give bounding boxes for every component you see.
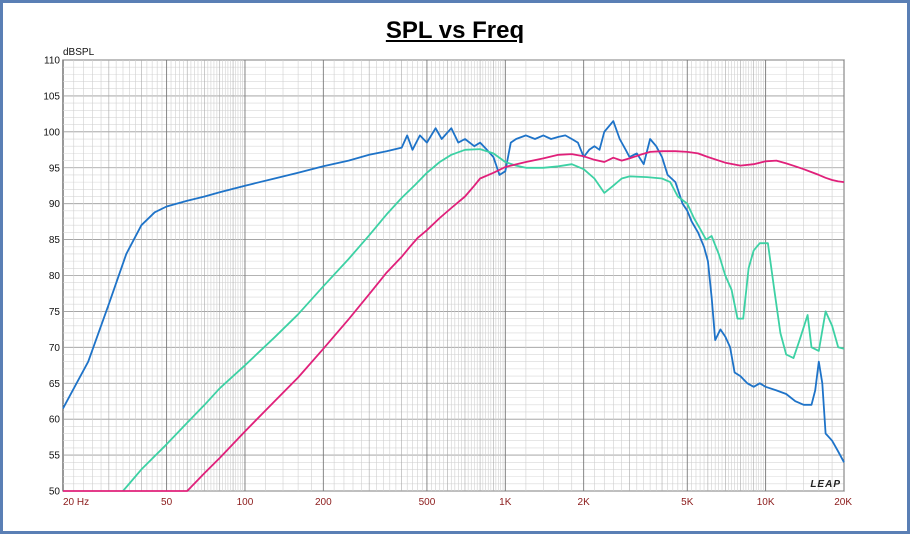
grid	[63, 59, 845, 492]
x-tick-label: 20 Hz	[63, 497, 89, 508]
leap-logo: LEAP	[810, 479, 841, 490]
y-tick-label: 100	[43, 127, 60, 138]
y-tick-label: 95	[49, 163, 61, 174]
x-tick-label: 1K	[499, 497, 512, 508]
x-tick-label: 500	[419, 497, 436, 508]
x-tick-label: 100	[237, 497, 254, 508]
x-tick-label: 50	[161, 497, 173, 508]
y-tick-label: 50	[49, 487, 61, 498]
series-line-1	[62, 120, 845, 463]
y-tick-label: 70	[49, 343, 61, 354]
y-tick-label: 80	[49, 271, 61, 282]
y-axis-label: dBSPL	[63, 47, 95, 58]
chart-title: SPL vs Freq	[385, 17, 525, 44]
y-tick-label: 110	[44, 56, 60, 67]
series-line-2	[122, 148, 845, 492]
y-axis-ticks: 50 55 60 65 70 75 80 85 90 95 100 105 110	[43, 56, 60, 498]
x-tick-label: 5K	[681, 497, 694, 508]
series-group	[62, 120, 845, 492]
y-tick-label: 55	[49, 451, 61, 462]
x-axis-ticks: 20 Hz 50 100 200 500 1K 2K 5K 10K 20K	[63, 497, 852, 508]
x-tick-label: 2K	[578, 497, 591, 508]
x-tick-label: 10K	[757, 497, 775, 508]
y-tick-label: 105	[43, 91, 60, 102]
y-tick-label: 65	[49, 379, 61, 390]
y-tick-label: 85	[49, 235, 61, 246]
x-tick-label: 200	[315, 497, 332, 508]
y-tick-label: 60	[49, 415, 61, 426]
x-tick-label: 20K	[834, 497, 852, 508]
y-tick-label: 90	[49, 199, 61, 210]
series-line-3	[63, 150, 845, 492]
y-tick-label: 75	[49, 307, 61, 318]
